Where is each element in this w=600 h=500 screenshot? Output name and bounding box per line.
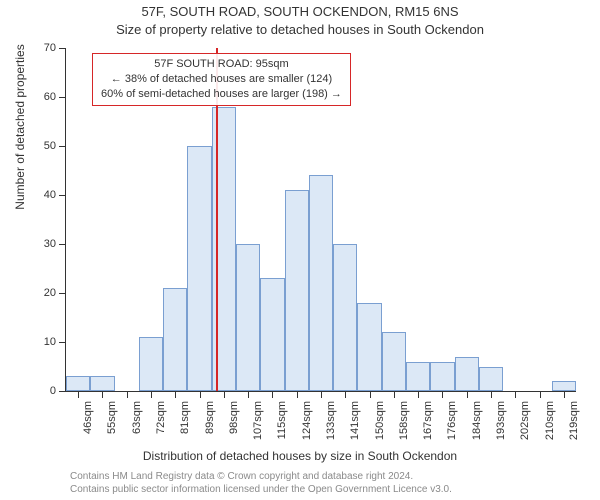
chart-container: 57F, SOUTH ROAD, SOUTH OCKENDON, RM15 6N… — [0, 0, 600, 500]
x-tick — [467, 391, 468, 398]
x-tick — [200, 391, 201, 398]
x-tick-label: 89sqm — [204, 401, 216, 445]
x-tick-label: 98sqm — [228, 401, 240, 445]
x-tick — [102, 391, 103, 398]
x-tick — [515, 391, 516, 398]
x-tick — [248, 391, 249, 398]
x-tick — [564, 391, 565, 398]
histogram-bar — [430, 362, 454, 391]
x-tick — [442, 391, 443, 398]
x-tick-label: 81sqm — [179, 401, 191, 445]
x-tick — [151, 391, 152, 398]
x-tick-label: 167sqm — [422, 401, 434, 445]
histogram-bar — [187, 146, 211, 391]
histogram-bar — [357, 303, 381, 391]
x-tick-label: 72sqm — [155, 401, 167, 445]
histogram-bar — [285, 190, 309, 391]
y-tick-label: 20 — [44, 287, 56, 299]
y-tick — [59, 195, 66, 196]
info-box-line: 57F SOUTH ROAD: 95sqm — [101, 57, 342, 72]
x-tick-label: 193sqm — [495, 401, 507, 445]
x-tick — [345, 391, 346, 398]
x-tick — [491, 391, 492, 398]
x-tick-label: 133sqm — [325, 401, 337, 445]
info-box-line: ← 38% of detached houses are smaller (12… — [101, 72, 342, 87]
x-tick — [418, 391, 419, 398]
info-box: 57F SOUTH ROAD: 95sqm← 38% of detached h… — [92, 53, 351, 106]
histogram-bar — [333, 244, 357, 391]
y-tick — [59, 391, 66, 392]
x-tick-label: 158sqm — [398, 401, 410, 445]
histogram-bar — [406, 362, 430, 391]
x-tick-label: 55sqm — [106, 401, 118, 445]
x-tick — [175, 391, 176, 398]
y-tick — [59, 48, 66, 49]
x-axis-title: Distribution of detached houses by size … — [0, 449, 600, 463]
footer-attribution-1: Contains HM Land Registry data © Crown c… — [70, 471, 590, 484]
footer-attribution-2: Contains public sector information licen… — [70, 484, 590, 497]
y-tick-label: 40 — [44, 189, 56, 201]
x-tick — [78, 391, 79, 398]
y-tick-label: 30 — [44, 238, 56, 250]
x-tick — [370, 391, 371, 398]
y-tick-label: 60 — [44, 91, 56, 103]
x-tick-label: 124sqm — [301, 401, 313, 445]
x-tick — [540, 391, 541, 398]
x-tick-label: 176sqm — [446, 401, 458, 445]
y-tick — [59, 342, 66, 343]
x-tick-label: 219sqm — [568, 401, 580, 445]
histogram-bar — [260, 278, 284, 391]
x-tick-label: 184sqm — [471, 401, 483, 445]
histogram-bar — [455, 357, 479, 391]
x-tick — [272, 391, 273, 398]
histogram-bar — [163, 288, 187, 391]
chart-title-sub: Size of property relative to detached ho… — [0, 22, 600, 37]
y-tick-label: 0 — [50, 385, 56, 397]
y-tick — [59, 97, 66, 98]
x-tick-label: 150sqm — [374, 401, 386, 445]
chart-title-main: 57F, SOUTH ROAD, SOUTH OCKENDON, RM15 6N… — [0, 4, 600, 19]
x-tick-label: 63sqm — [131, 401, 143, 445]
x-tick-label: 141sqm — [349, 401, 361, 445]
histogram-bar — [66, 376, 90, 391]
histogram-bar — [309, 175, 333, 391]
x-tick — [297, 391, 298, 398]
x-tick-label: 107sqm — [252, 401, 264, 445]
y-tick-label: 10 — [44, 336, 56, 348]
x-tick — [224, 391, 225, 398]
y-tick-label: 50 — [44, 140, 56, 152]
y-tick — [59, 244, 66, 245]
plot-area: 01020304050607046sqm55sqm63sqm72sqm81sqm… — [65, 48, 576, 392]
x-tick-label: 46sqm — [82, 401, 94, 445]
x-tick-label: 202sqm — [519, 401, 531, 445]
info-box-line: 60% of semi-detached houses are larger (… — [101, 87, 342, 102]
histogram-bar — [139, 337, 163, 391]
y-axis-label: Number of detached properties — [13, 27, 27, 227]
histogram-bar — [90, 376, 114, 391]
x-tick — [394, 391, 395, 398]
y-tick-label: 70 — [44, 42, 56, 54]
histogram-bar — [382, 332, 406, 391]
x-tick-label: 115sqm — [276, 401, 288, 445]
x-tick-label: 210sqm — [544, 401, 556, 445]
x-tick — [321, 391, 322, 398]
histogram-bar — [552, 381, 576, 391]
x-tick — [127, 391, 128, 398]
histogram-bar — [479, 367, 503, 392]
y-tick — [59, 293, 66, 294]
histogram-bar — [236, 244, 260, 391]
y-tick — [59, 146, 66, 147]
